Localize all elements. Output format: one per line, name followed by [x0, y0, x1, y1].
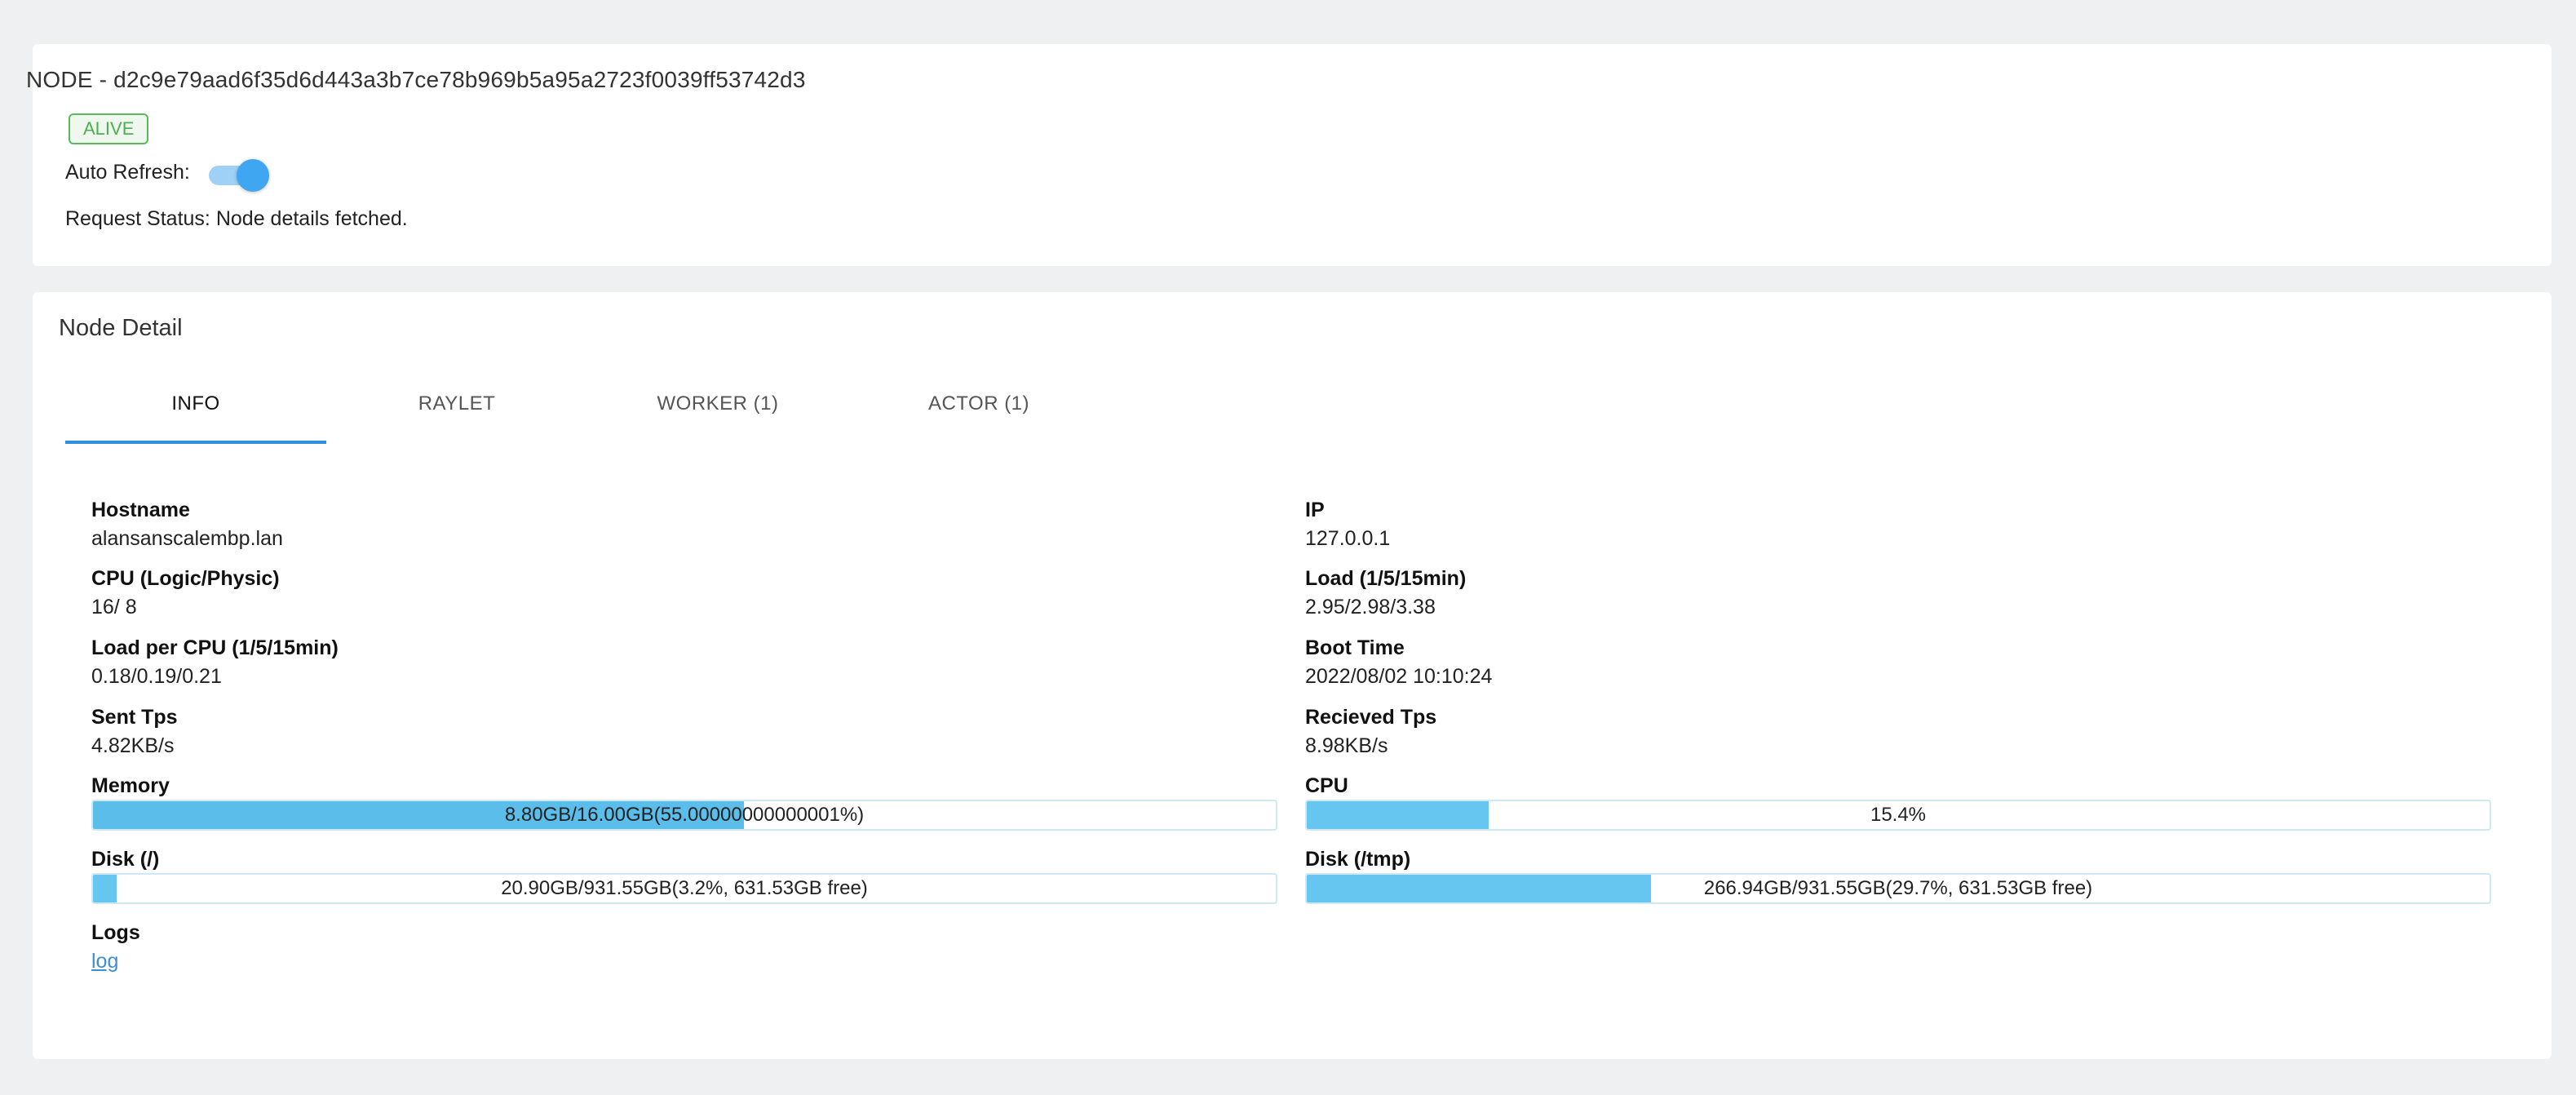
disk-root-bar-fill [93, 875, 117, 902]
field-value: 0.18/0.19/0.21 [91, 665, 222, 688]
field-cpu-logic: CPU (Logic/Physic) 16/ 8 [91, 566, 280, 620]
tab-worker[interactable]: WORKER (1) [657, 392, 779, 415]
field-label: Load (1/5/15min) [1305, 567, 1467, 590]
node-title: NODE - d2c9e79aad6f35d6d443a3b7ce78b969b… [26, 67, 806, 92]
detail-tabs: INFO RAYLET WORKER (1) ACTOR (1) [65, 377, 1109, 444]
toggle-thumb [237, 159, 269, 192]
field-hostname: Hostname alansanscalembp.lan [91, 498, 283, 552]
field-label: Memory [91, 774, 170, 797]
node-detail-card [33, 292, 2552, 1059]
request-status: Request Status: Node details fetched. [65, 207, 408, 230]
memory-bar-fill [93, 801, 744, 829]
field-boot-time: Boot Time 2022/08/02 10:10:24 [1305, 636, 1492, 689]
field-label: Disk (/) [91, 848, 160, 871]
auto-refresh-toggle[interactable] [209, 157, 271, 193]
field-label: Logs [91, 921, 140, 944]
tab-info[interactable]: INFO [65, 377, 326, 444]
field-ip: IP 127.0.0.1 [1305, 498, 1390, 552]
disk-root-bar-text: 20.90GB/931.55GB(3.2%, 631.53GB free) [501, 877, 868, 899]
field-logs: Logs log [91, 920, 140, 974]
field-label: IP [1305, 499, 1325, 521]
field-memory: Memory [91, 774, 170, 798]
disk-root-usage-bar: 20.90GB/931.55GB(3.2%, 631.53GB free) [91, 873, 1277, 904]
field-disk-tmp: Disk (/tmp) [1305, 847, 1410, 871]
auto-refresh-label: Auto Refresh: [65, 161, 190, 184]
cpu-bar-fill [1307, 801, 1489, 829]
field-load: Load (1/5/15min) 2.95/2.98/3.38 [1305, 566, 1466, 620]
field-load-per-cpu: Load per CPU (1/5/15min) 0.18/0.19/0.21 [91, 636, 339, 689]
field-label: CPU [1305, 774, 1348, 797]
field-value: 2022/08/02 10:10:24 [1305, 665, 1493, 688]
field-sent-tps: Sent Tps 4.82KB/s [91, 705, 178, 759]
field-disk-root: Disk (/) [91, 847, 159, 871]
field-value: alansanscalembp.lan [91, 527, 283, 550]
field-label: CPU (Logic/Physic) [91, 567, 280, 590]
memory-usage-bar: 8.80GB/16.00GB(55.00000000000001%) [91, 800, 1277, 831]
field-value: 8.98KB/s [1305, 734, 1388, 757]
log-link[interactable]: log [91, 950, 119, 973]
cpu-usage-bar: 15.4% [1305, 800, 2491, 831]
field-label: Hostname [91, 499, 190, 521]
field-label: Sent Tps [91, 706, 178, 729]
node-header-card [33, 44, 2552, 266]
field-value: 16/ 8 [91, 596, 137, 618]
cpu-bar-text: 15.4% [1870, 804, 1927, 826]
memory-bar-text: 8.80GB/16.00GB(55.00000000000001%) [504, 804, 865, 826]
field-received-tps: Recieved Tps 8.98KB/s [1305, 705, 1436, 759]
field-value: 127.0.0.1 [1305, 527, 1391, 550]
tab-actor[interactable]: ACTOR (1) [927, 392, 1030, 415]
field-label: Load per CPU (1/5/15min) [91, 636, 339, 659]
field-value: 4.82KB/s [91, 734, 175, 757]
disk-tmp-usage-bar: 266.94GB/931.55GB(29.7%, 631.53GB free) [1305, 873, 2491, 904]
section-title: Node Detail [59, 315, 183, 341]
field-label: Boot Time [1305, 636, 1405, 659]
disk-tmp-bar-text: 266.94GB/931.55GB(29.7%, 631.53GB free) [1703, 877, 2093, 899]
tab-raylet[interactable]: RAYLET [418, 392, 496, 415]
field-value: 2.95/2.98/3.38 [1305, 596, 1436, 618]
disk-tmp-bar-fill [1307, 875, 1651, 902]
field-label: Recieved Tps [1305, 706, 1437, 729]
field-cpu: CPU [1305, 774, 1348, 798]
field-label: Disk (/tmp) [1305, 848, 1411, 871]
status-badge: ALIVE [69, 113, 149, 144]
